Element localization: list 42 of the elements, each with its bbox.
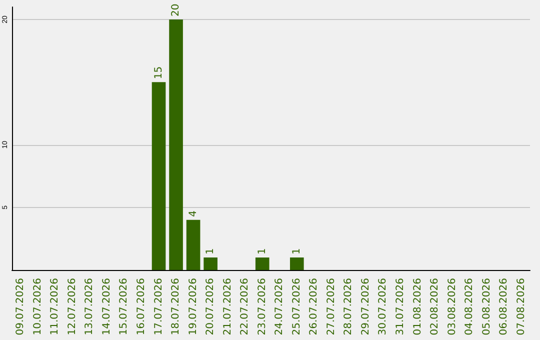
x-tick-label: 17.07.2026	[153, 278, 164, 336]
x-tick-label: 01.08.2026	[412, 278, 424, 336]
x-tick-label: 10.07.2026	[32, 278, 44, 336]
x-tick-label: 26.07.2026	[308, 278, 320, 336]
x-tick-label: 31.07.2026	[395, 278, 406, 336]
x-tick-label: 06.08.2026	[498, 278, 510, 336]
x-tick-label: 29.07.2026	[360, 278, 372, 336]
data-label: 1	[291, 248, 302, 254]
x-tick-label: 11.07.2026	[50, 278, 61, 336]
x-tick-label: 21.07.2026	[222, 278, 234, 336]
x-tick-label: 23.07.2026	[256, 278, 268, 336]
x-tick-label: 04.08.2026	[464, 278, 476, 336]
bar	[169, 20, 183, 270]
data-label: 20	[170, 4, 182, 17]
data-label: 1	[205, 248, 216, 254]
x-tick-label: 02.08.2026	[430, 278, 441, 336]
x-tick-label: 05.08.2026	[481, 278, 492, 336]
x-tick-label: 25.07.2026	[291, 278, 302, 336]
x-tick-label: 14.07.2026	[101, 278, 112, 336]
bar	[186, 220, 200, 270]
x-tick-label: 15.07.2026	[118, 278, 130, 336]
x-tick-label: 20.07.2026	[205, 278, 216, 336]
x-tick-label: 03.08.2026	[446, 278, 458, 336]
x-tick-label: 13.07.2026	[84, 278, 96, 336]
bar	[290, 257, 304, 270]
bar	[255, 257, 270, 270]
bar	[204, 257, 218, 270]
x-tick-label: 22.07.2026	[240, 278, 251, 336]
x-tick-label: 18.07.2026	[170, 278, 182, 336]
x-tick-label: 30.07.2026	[378, 278, 389, 336]
x-tick-label: 12.07.2026	[66, 278, 78, 336]
data-label: 15	[153, 66, 164, 80]
data-label: 4	[188, 210, 199, 217]
x-tick-label: 16.07.2026	[136, 278, 147, 336]
data-label: 1	[256, 248, 268, 254]
x-tick-label: 28.07.2026	[343, 278, 354, 336]
x-tick-label: 07.08.2026	[516, 278, 527, 336]
x-tick-label: 09.07.2026	[15, 278, 26, 336]
bar	[152, 82, 166, 270]
x-tick-label: 27.07.2026	[326, 278, 337, 336]
x-tick-label: 24.07.2026	[274, 278, 286, 336]
x-tick-label: 19.07.2026	[188, 278, 199, 336]
